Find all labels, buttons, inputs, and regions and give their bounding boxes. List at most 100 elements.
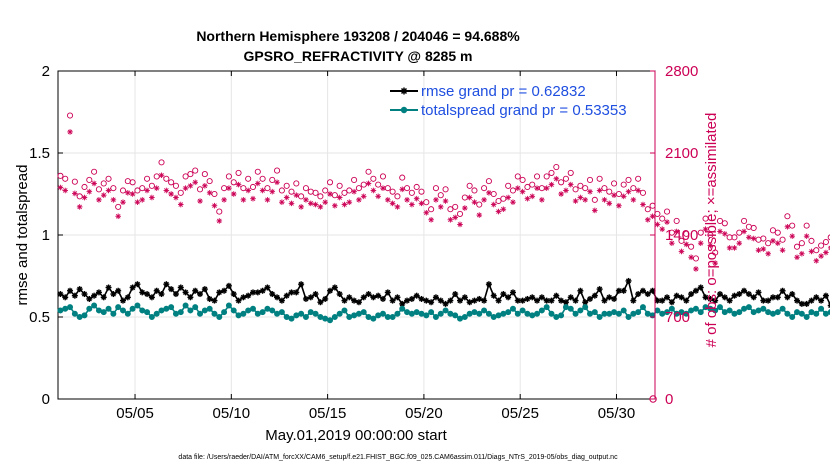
obs-possible-point [163, 175, 170, 182]
obs-assimilated-point [688, 254, 694, 261]
obs-possible-point [572, 186, 579, 193]
obs-possible-point [481, 185, 488, 192]
rmse-point [437, 297, 444, 304]
rmse-point [774, 294, 781, 301]
obs-possible-point [317, 193, 324, 200]
totalspread-point [524, 310, 531, 317]
rmse-point [745, 291, 752, 298]
totalspread-point [750, 309, 757, 316]
obs-possible-point [822, 238, 829, 246]
totalspread-point [543, 304, 550, 311]
rmse-point [404, 297, 411, 304]
totalspread-point [760, 305, 767, 312]
rmse-point [365, 291, 372, 298]
obs-possible-point [755, 236, 762, 243]
rmse-point [500, 291, 507, 298]
obs-assimilated-point [134, 199, 141, 205]
obs-assimilated-point [120, 199, 126, 205]
obs-assimilated-point [245, 187, 251, 194]
obs-assimilated-point [818, 253, 824, 259]
obs-possible-point [615, 190, 622, 198]
obs-possible-point [442, 186, 449, 193]
totalspread-point [428, 309, 435, 316]
obs-assimilated-point [693, 266, 699, 272]
rmse-point [461, 294, 468, 301]
totalspread-point [293, 312, 300, 319]
totalspread-point [105, 305, 112, 312]
rmse-point [302, 295, 309, 302]
obs-assimilated-point [466, 194, 473, 201]
obs-possible-point [71, 178, 78, 185]
obs-possible-point [692, 255, 699, 262]
rmse-point [529, 294, 536, 301]
obs-assimilated-point [437, 204, 444, 210]
rmse-point [57, 291, 64, 298]
totalspread-point [423, 312, 430, 319]
obs-assimilated-point [230, 191, 237, 197]
rmse-point [490, 292, 497, 299]
rmse-point [765, 297, 772, 304]
rmse-point [553, 292, 560, 299]
obs-possible-point [779, 236, 786, 243]
totalspread-point [307, 309, 314, 316]
totalspread-point [789, 314, 796, 320]
rmse-point [505, 294, 512, 301]
rmse-point [115, 287, 122, 294]
obs-possible-point [476, 201, 483, 208]
totalspread-point [784, 310, 791, 317]
x-axis: 05/05 05/10 05/15 05/20 05/25 05/30 [116, 71, 635, 422]
rmse-point [95, 289, 102, 296]
legend-marker-rmse [400, 87, 408, 95]
obs-possible-point [144, 175, 151, 182]
obs-possible-point [519, 176, 526, 183]
totalspread-point [144, 309, 151, 316]
obs-assimilated-point [404, 197, 410, 203]
obs-possible-point [533, 173, 541, 180]
obs-possible-point [606, 188, 613, 195]
rmse-point [755, 289, 762, 296]
rmse-point [408, 295, 415, 302]
obs-possible-point [351, 176, 358, 183]
totalspread-point [577, 307, 584, 314]
rmse-point [683, 297, 690, 304]
rmse-point [750, 294, 757, 301]
obs-assimilated-point [587, 188, 593, 195]
obs-possible-point [736, 229, 743, 236]
totalspread-point [755, 307, 762, 314]
rmse-point [818, 297, 825, 304]
obs-assimilated-point [322, 199, 329, 205]
rmse-point [216, 289, 223, 296]
totalspread-point [726, 307, 733, 314]
rmse-point [148, 294, 155, 301]
obs-assimilated-point [702, 226, 709, 232]
obs-assimilated-point [57, 184, 64, 191]
totalspread-point [794, 309, 801, 316]
obs-assimilated-point [332, 202, 338, 209]
totalspread-point [235, 312, 242, 319]
y-right-tick-label: 2100 [665, 145, 698, 162]
totalspread-point [558, 312, 565, 319]
rmse-point [659, 297, 666, 304]
obs-possible-point [620, 181, 627, 188]
totalspread-point [625, 314, 632, 320]
totalspread-point [269, 307, 276, 314]
obs-possible-point [158, 159, 165, 166]
obs-assimilated-point [356, 197, 362, 203]
obs-possible-point [562, 175, 569, 182]
obs-possible-point [187, 171, 194, 178]
rmse-point [591, 292, 598, 299]
rmse-point [692, 287, 699, 294]
obs-possible-point [765, 240, 772, 247]
rmse-point [611, 295, 618, 302]
totalspread-point [153, 310, 160, 317]
totalspread-point [365, 314, 372, 320]
totalspread-point [413, 309, 420, 316]
totalspread-point [370, 315, 377, 322]
obs-possible-point [105, 175, 112, 182]
obs-possible-point [529, 181, 536, 188]
obs-assimilated-point [250, 195, 256, 202]
rmse-point [153, 287, 160, 294]
rmse-point [86, 295, 93, 302]
obs-possible-point [538, 185, 545, 192]
y-left-tick-label: 1 [42, 227, 50, 244]
